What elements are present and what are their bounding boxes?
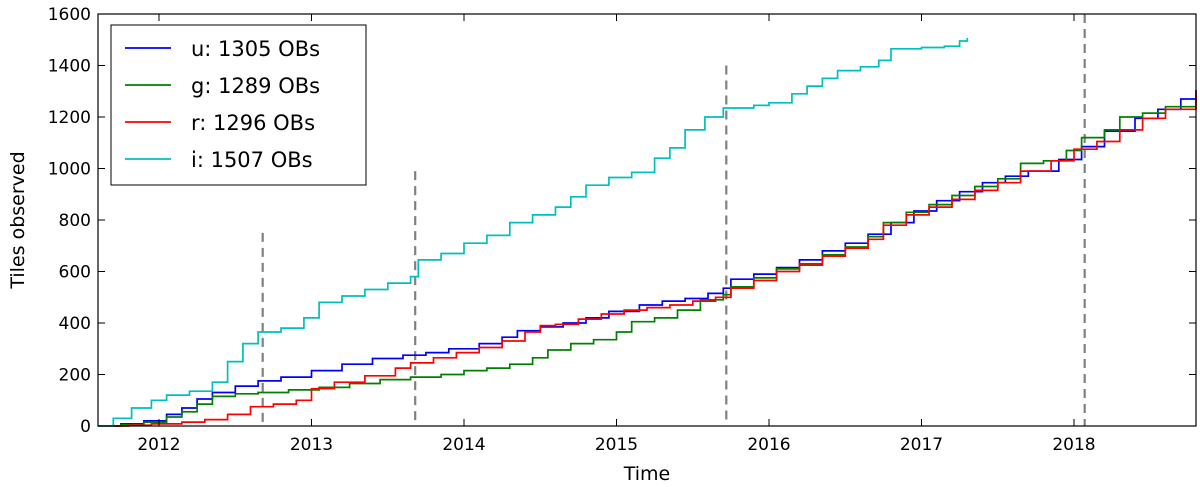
x-tick-label: 2017 [900,435,943,455]
y-tick-label: 200 [59,366,91,386]
legend-label-r: r: 1296 OBs [191,111,315,135]
series-line-i [98,37,969,427]
y-tick-label: 400 [59,314,91,334]
vertical-dashed-lines [261,14,1086,426]
x-tick-label: 2013 [290,435,333,455]
x-tick-label: 2018 [1052,435,1095,455]
y-tick-label: 1400 [48,57,91,77]
series-lines [98,37,1197,427]
y-tick-label: 1600 [48,5,91,25]
x-tick-label: 2016 [747,435,790,455]
x-tick-label: 2015 [595,435,638,455]
y-tick-label: 1200 [48,108,91,128]
y-tick-label: 800 [59,211,91,231]
y-axis-ticks: 0 200 400 600 800 1000 1200 1400 1600 [48,5,1196,437]
legend-label-i: i: 1507 OBs [191,148,313,172]
legend-label-g: g: 1289 OBs [191,74,320,98]
legend-label-u: u: 1305 OBs [191,37,320,61]
x-axis-label: Time [623,463,671,485]
y-tick-label: 1000 [48,160,91,180]
series-line-u [98,90,1197,427]
y-tick-label: 600 [59,263,91,283]
x-tick-label: 2014 [442,435,485,455]
legend: u: 1305 OBs g: 1289 OBs r: 1296 OBs i: 1507… [110,24,367,186]
y-axis-label: Tiles observed [7,151,29,289]
series-line-r [98,92,1197,427]
series-line-g [98,94,1197,427]
x-axis-ticks: 2012 2013 2014 2015 2016 2017 2018 [137,14,1096,455]
y-tick-label: 0 [80,417,91,437]
x-tick-label: 2012 [137,435,180,455]
